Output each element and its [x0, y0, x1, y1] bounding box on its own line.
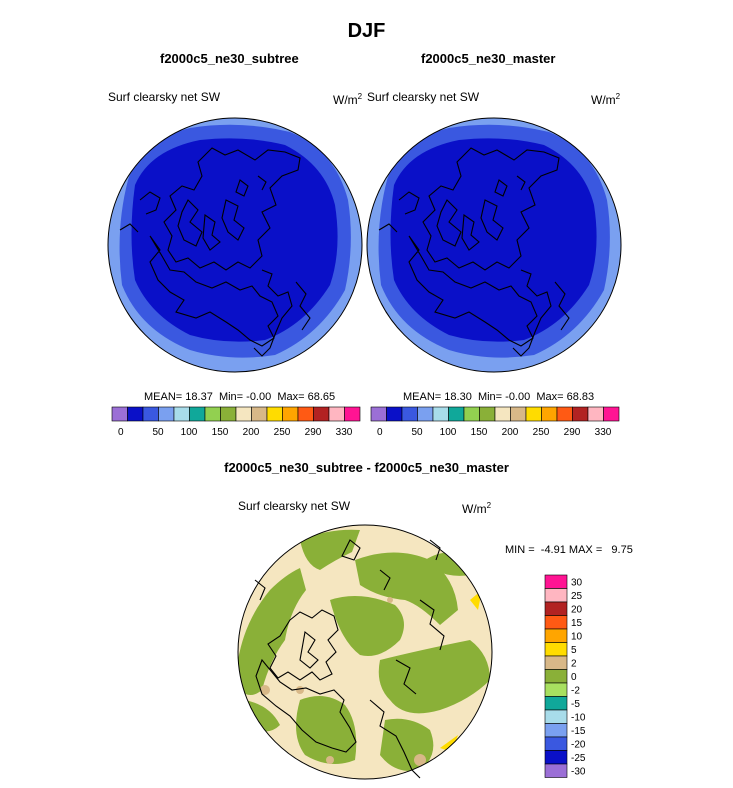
diff-colorbar-swatch — [544, 763, 568, 778]
panel-2-variable: Surf clearsky net SW — [367, 90, 480, 104]
diff-colorbar-tick-label: 20 — [571, 605, 583, 616]
diff-colorbar-tick-label: 10 — [571, 632, 583, 643]
panel-2-field-deep — [390, 138, 597, 342]
diff-colorbar-tick-label: -2 — [571, 686, 580, 697]
diff-colorbar-swatch — [544, 723, 568, 738]
diff-colorbar-tick-label: -15 — [571, 726, 586, 737]
panel-2-colorbar-tick-label: 330 — [595, 427, 612, 438]
panel-2-stats: MEAN= 18.30 Min= -0.00 Max= 68.83 — [403, 391, 595, 403]
diff-panel-stats: MIN = -4.91 MAX = 9.75 — [505, 544, 633, 556]
panel-1-map-border — [107, 117, 363, 373]
panel-1-colorbar-tick-label: 330 — [336, 427, 353, 438]
panel-1-colorbar-tick-label: 100 — [181, 427, 198, 438]
panel-1-colorbar: 0 50 100 150 200 250 290 330 — [111, 406, 361, 438]
panel-2-colorbar-tick-label: 0 — [377, 427, 383, 438]
panel-1-colorbar-tick-label: 50 — [152, 427, 164, 438]
diff-colorbar-tick-label: 30 — [571, 578, 583, 589]
panel-1-colorbar-tick-label: 200 — [243, 427, 260, 438]
diff-colorbar-swatch — [544, 750, 568, 765]
panel-1-coastlines — [119, 147, 311, 357]
diff-panel-variable: Surf clearsky net SW — [238, 499, 351, 513]
diff-colorbar-swatch — [544, 682, 568, 697]
panel-2-units: W/m2 — [591, 92, 621, 107]
diff-colorbar-swatch — [544, 655, 568, 670]
diff-colorbar-swatch — [544, 574, 568, 589]
diff-colorbar-tick-label: 25 — [571, 591, 583, 602]
panel-2-title: f2000c5_ne30_master — [421, 51, 556, 66]
panel-1-field-deep — [131, 138, 338, 342]
panel-1-colorbar-tick-label: 150 — [212, 427, 229, 438]
diff-colorbar-tick-label: -20 — [571, 740, 586, 751]
diff-colorbar-swatch — [544, 615, 568, 630]
panel-2-colorbar-tick-label: 290 — [564, 427, 581, 438]
panel-1-colorbar-tick-label: 290 — [305, 427, 322, 438]
panel-2-colorbar-tick-label: 50 — [411, 427, 423, 438]
panel-1-colorbar-tick-label: 250 — [274, 427, 291, 438]
panel-1-colorbar-tick-label: 0 — [118, 427, 124, 438]
diff-field-moderate — [260, 597, 426, 766]
diff-colorbar-tick-label: 0 — [571, 672, 577, 683]
diff-map-border — [237, 524, 493, 780]
panel-1-colorbar-swatch — [344, 406, 361, 422]
diff-colorbar-tick-label: -25 — [571, 753, 586, 764]
diff-colorbar-swatch — [544, 588, 568, 603]
panel-1-stats: MEAN= 18.37 Min= -0.00 Max= 68.65 — [144, 391, 336, 403]
diff-colorbar-tick-label: -30 — [571, 767, 586, 778]
panel-2-colorbar-tick-label: 250 — [533, 427, 550, 438]
diff-colorbar-swatch — [544, 601, 568, 616]
diff-colorbar-swatch — [544, 669, 568, 684]
diff-colorbar-swatch — [544, 628, 568, 643]
panel-2-colorbar: 0 50 100 150 200 250 290 330 — [370, 406, 620, 438]
diff-colorbar-tick-label: 15 — [571, 618, 583, 629]
diff-coastlines — [254, 539, 445, 779]
panel-1-title: f2000c5_ne30_subtree — [160, 51, 299, 66]
diff-panel-units: W/m2 — [462, 501, 492, 516]
panel-2-map-border — [366, 117, 622, 373]
diff-colorbar-tick-label: -10 — [571, 713, 586, 724]
diff-colorbar-swatch — [544, 696, 568, 711]
panel-2-colorbar-tick-label: 150 — [471, 427, 488, 438]
diff-colorbar-tick-label: 5 — [571, 645, 577, 656]
panel-2-colorbar-tick-label: 100 — [440, 427, 457, 438]
panel-1-units: W/m2 — [333, 92, 363, 107]
diff-colorbar-tick-label: -5 — [571, 699, 580, 710]
panel-2-colorbar-swatch — [603, 406, 620, 422]
panel-2-coastlines — [378, 147, 570, 357]
diff-colorbar-tick-label: 2 — [571, 659, 577, 670]
diff-colorbar-swatch — [544, 642, 568, 657]
panel-1-variable: Surf clearsky net SW — [108, 90, 221, 104]
diff-panel-title: f2000c5_ne30_subtree - f2000c5_ne30_mast… — [224, 460, 509, 475]
panel-2-colorbar-tick-label: 200 — [502, 427, 519, 438]
diff-colorbar-swatch — [544, 709, 568, 724]
figure-title: DJF — [347, 20, 386, 42]
diff-colorbar-swatch — [544, 736, 568, 751]
